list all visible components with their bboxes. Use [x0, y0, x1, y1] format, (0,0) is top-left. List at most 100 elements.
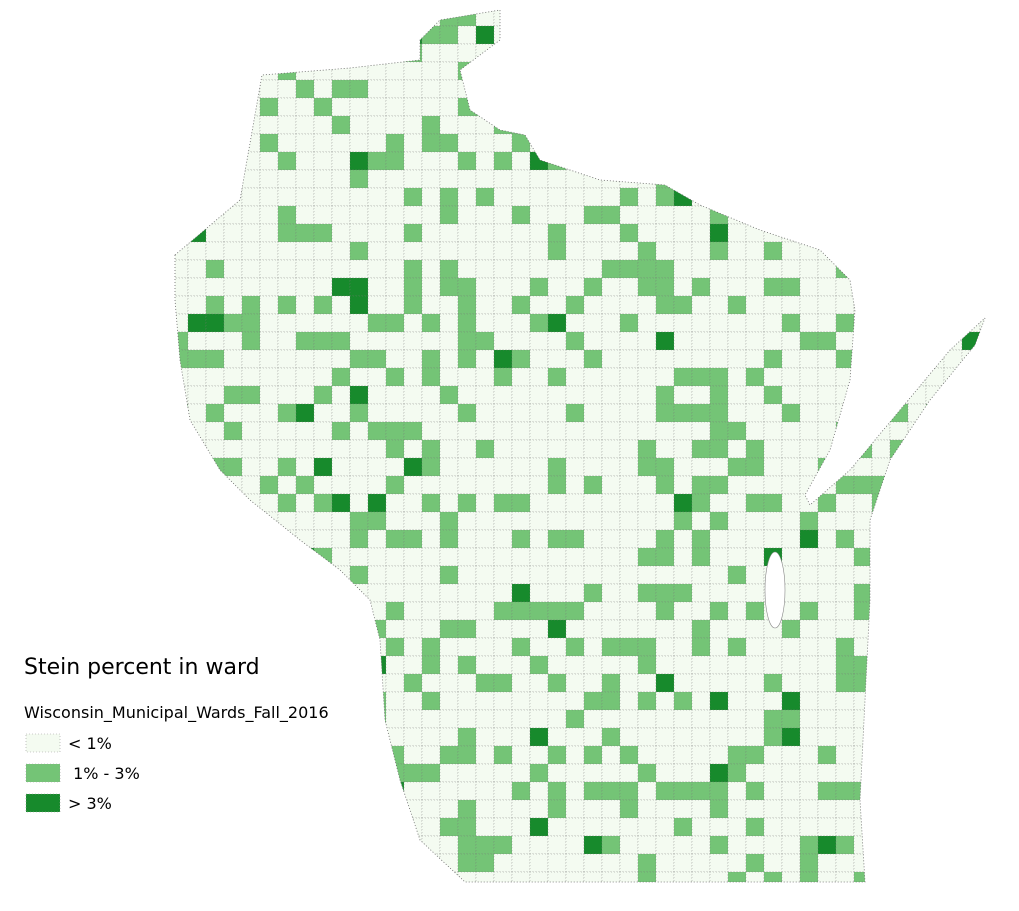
ward — [925, 529, 945, 549]
ward — [403, 259, 423, 279]
ward — [475, 439, 495, 459]
ward — [817, 115, 837, 135]
ward — [349, 853, 369, 873]
ward — [853, 43, 873, 63]
ward — [889, 799, 909, 819]
ward — [727, 259, 747, 279]
ward — [439, 709, 459, 729]
ward — [583, 349, 603, 369]
ward — [853, 727, 873, 747]
ward — [871, 205, 891, 225]
ward — [583, 313, 603, 333]
ward — [439, 133, 459, 153]
ward — [745, 457, 765, 477]
ward — [529, 133, 549, 153]
ward — [925, 331, 945, 351]
ward — [763, 745, 783, 765]
ward — [763, 115, 783, 135]
ward — [277, 871, 297, 882]
ward — [295, 169, 315, 189]
ward — [853, 709, 873, 729]
ward — [979, 799, 985, 819]
ward — [781, 817, 801, 837]
ward — [565, 853, 585, 873]
ward — [259, 493, 279, 513]
ward — [529, 205, 549, 225]
ward — [259, 763, 279, 783]
ward — [313, 169, 333, 189]
ward — [277, 349, 297, 369]
ward — [259, 475, 279, 495]
ward — [295, 277, 315, 297]
ward — [763, 61, 783, 81]
ward — [817, 619, 837, 639]
ward — [241, 151, 261, 171]
ward — [691, 457, 711, 477]
ward — [979, 241, 985, 261]
ward — [187, 403, 207, 423]
ward — [175, 25, 189, 45]
ward — [457, 61, 477, 81]
ward — [565, 10, 585, 27]
ward — [277, 781, 297, 801]
ward — [385, 637, 405, 657]
ward — [511, 709, 531, 729]
ward — [889, 349, 909, 369]
ward — [403, 727, 423, 747]
ward — [187, 187, 207, 207]
ward — [709, 295, 729, 315]
ward — [331, 835, 351, 855]
ward — [835, 457, 855, 477]
ward — [259, 349, 279, 369]
ward — [529, 97, 549, 117]
ward — [385, 151, 405, 171]
ward — [187, 763, 207, 783]
ward — [871, 367, 891, 387]
ward — [529, 241, 549, 261]
ward — [871, 133, 891, 153]
ward — [259, 583, 279, 603]
ward — [925, 259, 945, 279]
ward — [745, 367, 765, 387]
ward — [457, 277, 477, 297]
ward — [349, 61, 369, 81]
ward — [925, 835, 945, 855]
ward — [601, 115, 621, 135]
ward — [979, 727, 985, 747]
ward — [349, 511, 369, 531]
ward — [493, 781, 513, 801]
ward — [367, 565, 387, 585]
ward — [565, 133, 585, 153]
ward — [475, 817, 495, 837]
ward — [205, 97, 225, 117]
ward — [493, 439, 513, 459]
ward — [673, 223, 693, 243]
ward — [745, 709, 765, 729]
ward — [727, 277, 747, 297]
ward — [619, 583, 639, 603]
ward — [457, 169, 477, 189]
ward — [925, 133, 945, 153]
ward — [565, 421, 585, 441]
ward — [457, 619, 477, 639]
ward — [241, 619, 261, 639]
ward — [331, 457, 351, 477]
ward — [835, 223, 855, 243]
ward — [745, 637, 765, 657]
ward — [475, 25, 495, 45]
ward — [511, 853, 531, 873]
ward — [331, 385, 351, 405]
ward — [475, 223, 495, 243]
ward — [403, 313, 423, 333]
ward — [943, 385, 963, 405]
ward — [889, 43, 909, 63]
ward — [943, 763, 963, 783]
ward — [241, 475, 261, 495]
ward — [187, 151, 207, 171]
ward — [223, 241, 243, 261]
ward — [655, 619, 675, 639]
ward — [403, 673, 423, 693]
ward — [979, 223, 985, 243]
ward — [745, 871, 765, 882]
ward — [223, 97, 243, 117]
